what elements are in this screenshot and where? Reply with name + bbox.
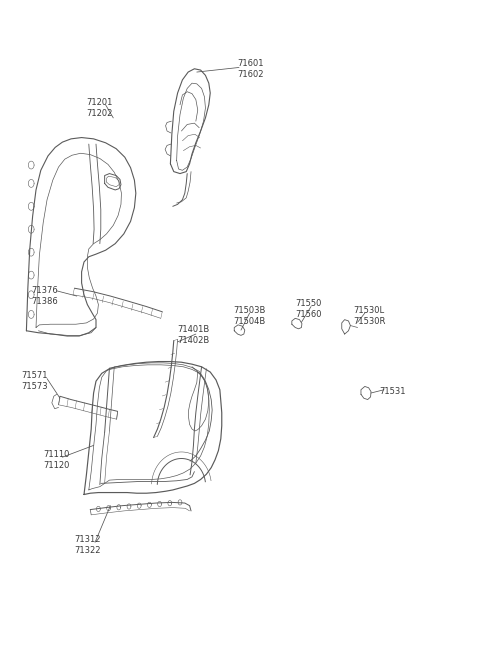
Text: 71376
71386: 71376 71386 [31,286,58,306]
Text: 71312
71322: 71312 71322 [74,535,101,555]
Text: 71503B
71504B: 71503B 71504B [233,306,265,326]
Text: 71531: 71531 [379,387,406,396]
Text: 71550
71560: 71550 71560 [295,299,322,319]
Text: 71201
71202: 71201 71202 [86,98,113,118]
Text: 71571
71573: 71571 71573 [22,371,48,391]
Text: 71530L
71530R: 71530L 71530R [353,306,385,326]
Text: 71110
71120: 71110 71120 [43,450,70,470]
Text: 71601
71602: 71601 71602 [238,59,264,79]
Text: 71401B
71402B: 71401B 71402B [178,326,210,345]
